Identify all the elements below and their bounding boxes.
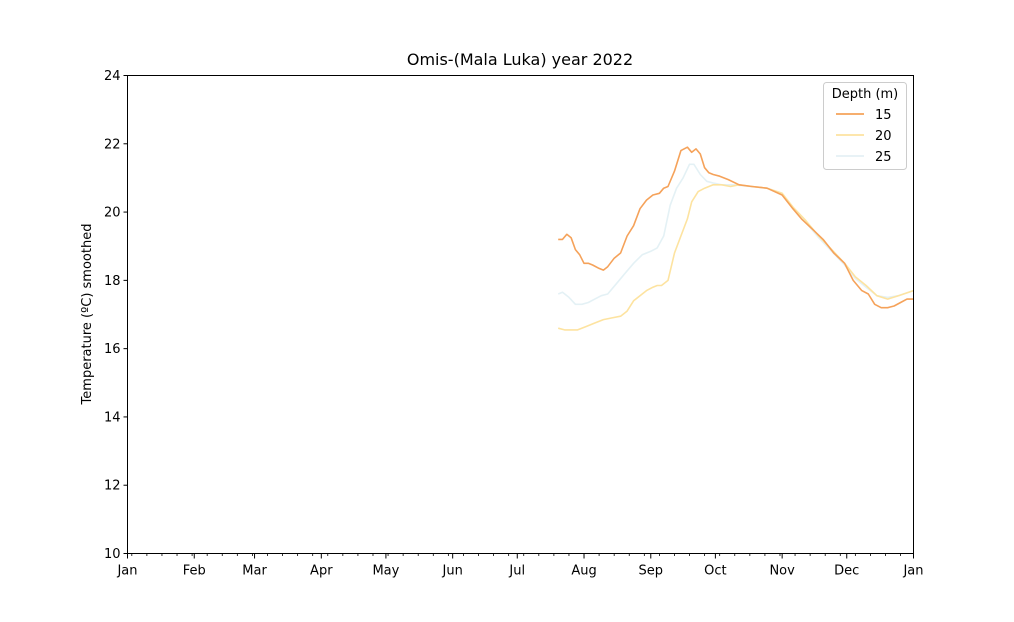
legend-label-15: 15	[875, 108, 892, 123]
legend-title: Depth (m)	[832, 87, 899, 102]
x-tick-label: Mar	[242, 564, 267, 579]
x-tick-label: May	[372, 564, 399, 579]
series-line-15	[558, 146, 914, 309]
x-tick-label: Oct	[704, 564, 726, 579]
x-tick-label: Nov	[769, 564, 795, 579]
y-axis-label: Temperature (ºC) smoothed	[80, 224, 95, 406]
x-tick-label: Jun	[442, 564, 463, 579]
chart-title: Omis-(Mala Luka) year 2022	[407, 50, 633, 69]
y-axis: 10 12 14 16 18 20 22 24	[104, 69, 128, 562]
y-tick-label: 12	[104, 479, 121, 494]
x-tick-label: Jan	[116, 564, 137, 579]
x-tick-label: Feb	[183, 564, 206, 579]
y-tick-label: 20	[104, 206, 121, 221]
plot-frame	[127, 75, 914, 554]
y-tick-label: 24	[104, 69, 121, 84]
x-axis: Jan Feb Mar Apr May Jun Jul Aug Sep Oct Nov Dec Jan	[116, 553, 924, 579]
y-tick-label: 22	[104, 137, 121, 152]
x-tick-label: Jul	[508, 564, 525, 579]
x-tick-label: Aug	[571, 564, 596, 579]
series-line-20	[557, 184, 914, 331]
x-tick-label: Sep	[639, 564, 664, 579]
y-tick-label: 18	[104, 274, 121, 289]
plot-series	[557, 146, 914, 331]
x-tick-label: Apr	[310, 564, 333, 579]
y-tick-label: 14	[104, 410, 121, 425]
y-tick-label: 16	[104, 342, 121, 357]
x-tick-label: Jan	[902, 564, 923, 579]
legend-label-20: 20	[875, 129, 892, 144]
legend: Depth (m) 15 20 25	[823, 82, 907, 170]
legend-box	[823, 82, 907, 170]
legend-label-25: 25	[875, 150, 892, 165]
y-tick-label: 10	[104, 547, 121, 562]
x-tick-label: Dec	[834, 564, 859, 579]
